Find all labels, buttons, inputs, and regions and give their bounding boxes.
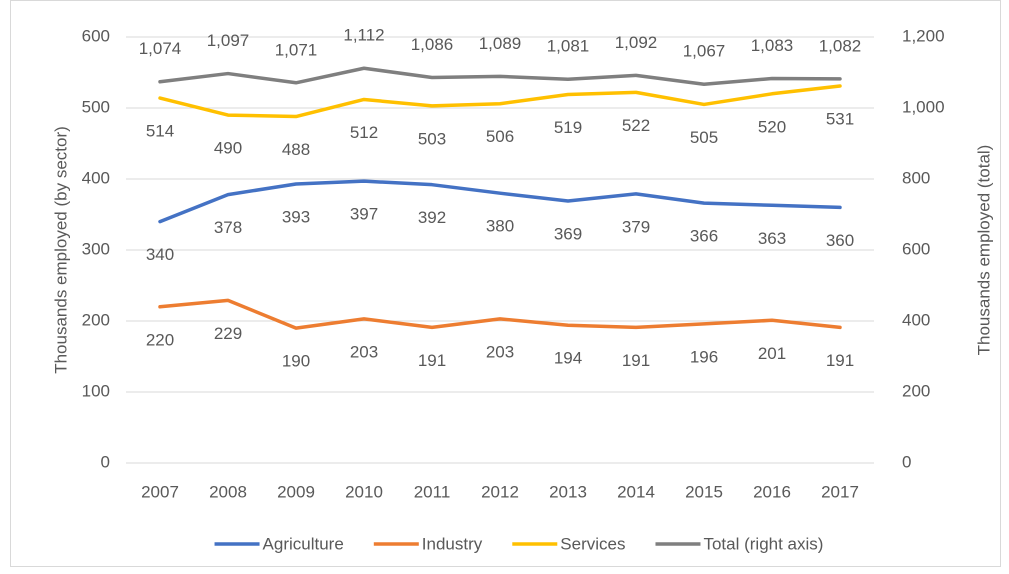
data-label: 229 (214, 324, 242, 343)
data-label: 505 (690, 128, 718, 147)
data-label: 522 (622, 116, 650, 135)
data-label: 531 (826, 109, 854, 128)
data-label: 366 (690, 227, 718, 246)
data-label: 191 (826, 351, 854, 370)
data-label: 520 (758, 117, 786, 136)
data-label: 1,074 (139, 39, 182, 58)
data-label: 519 (554, 118, 582, 137)
data-label: 190 (282, 352, 310, 371)
legend-label: Agriculture (263, 534, 344, 553)
data-label: 220 (146, 330, 174, 349)
x-tick-label: 2015 (685, 482, 723, 501)
y-axis-title: Thousands employed (by sector) (51, 126, 70, 374)
y-tick-label: 0 (101, 452, 110, 471)
data-label: 1,081 (547, 37, 590, 56)
y2-tick-label: 600 (902, 239, 930, 258)
data-label: 503 (418, 129, 446, 148)
y-tick-label: 500 (82, 97, 110, 116)
series-line (158, 179, 842, 224)
data-label: 201 (758, 344, 786, 363)
y-tick-label: 100 (82, 381, 110, 400)
data-label: 191 (622, 351, 650, 370)
data-label: 1,086 (411, 35, 454, 54)
data-label: 1,092 (615, 33, 658, 52)
data-label: 1,071 (275, 40, 318, 59)
x-tick-label: 2010 (345, 482, 383, 501)
data-label: 392 (418, 208, 446, 227)
y2-tick-label: 0 (902, 452, 911, 471)
series-line (158, 298, 842, 330)
chart-frame (10, 0, 1001, 567)
legend-label: Total (right axis) (703, 534, 823, 553)
data-label: 379 (622, 217, 650, 236)
data-label: 340 (146, 245, 174, 264)
data-label: 1,067 (683, 42, 726, 61)
data-label: 490 (214, 139, 242, 158)
y2-tick-label: 800 (902, 168, 930, 187)
x-tick-label: 2016 (753, 482, 791, 501)
data-label: 512 (350, 123, 378, 142)
x-tick-label: 2009 (277, 482, 315, 501)
y2-tick-label: 400 (902, 310, 930, 329)
y-tick-label: 400 (82, 168, 110, 187)
y2-tick-label: 1,200 (902, 26, 945, 45)
data-label: 369 (554, 224, 582, 243)
data-label: 203 (486, 342, 514, 361)
y-tick-label: 600 (82, 26, 110, 45)
data-label: 1,112 (343, 26, 384, 45)
series-line (158, 84, 842, 119)
y2-axis-title: Thousands employed (total) (974, 145, 993, 356)
x-tick-label: 2013 (549, 482, 587, 501)
series-line (158, 66, 842, 86)
data-label: 196 (690, 347, 718, 366)
data-label: 488 (282, 140, 310, 159)
data-label: 1,083 (751, 36, 794, 55)
y2-tick-label: 200 (902, 381, 930, 400)
legend-label: Services (560, 534, 625, 553)
x-tick-label: 2017 (821, 482, 859, 501)
data-label: 203 (350, 342, 378, 361)
data-label: 514 (146, 122, 174, 141)
x-tick-label: 2008 (209, 482, 247, 501)
data-label: 506 (486, 127, 514, 146)
data-label: 393 (282, 207, 310, 226)
data-label: 360 (826, 231, 854, 250)
x-tick-label: 2007 (141, 482, 179, 501)
data-label: 1,082 (819, 36, 862, 55)
data-label: 380 (486, 217, 514, 236)
data-label: 1,089 (479, 34, 522, 53)
data-label: 194 (554, 349, 582, 368)
y2-tick-label: 1,000 (902, 97, 945, 116)
data-label: 191 (418, 351, 446, 370)
data-label: 1,097 (207, 31, 250, 50)
data-label: 397 (350, 205, 378, 224)
y-tick-label: 200 (82, 310, 110, 329)
x-tick-label: 2012 (481, 482, 519, 501)
y-tick-label: 300 (82, 239, 110, 258)
data-label: 363 (758, 229, 786, 248)
x-tick-label: 2014 (617, 482, 655, 501)
data-label: 378 (214, 218, 242, 237)
x-tick-label: 2011 (414, 482, 451, 501)
legend-label: Industry (422, 534, 483, 553)
